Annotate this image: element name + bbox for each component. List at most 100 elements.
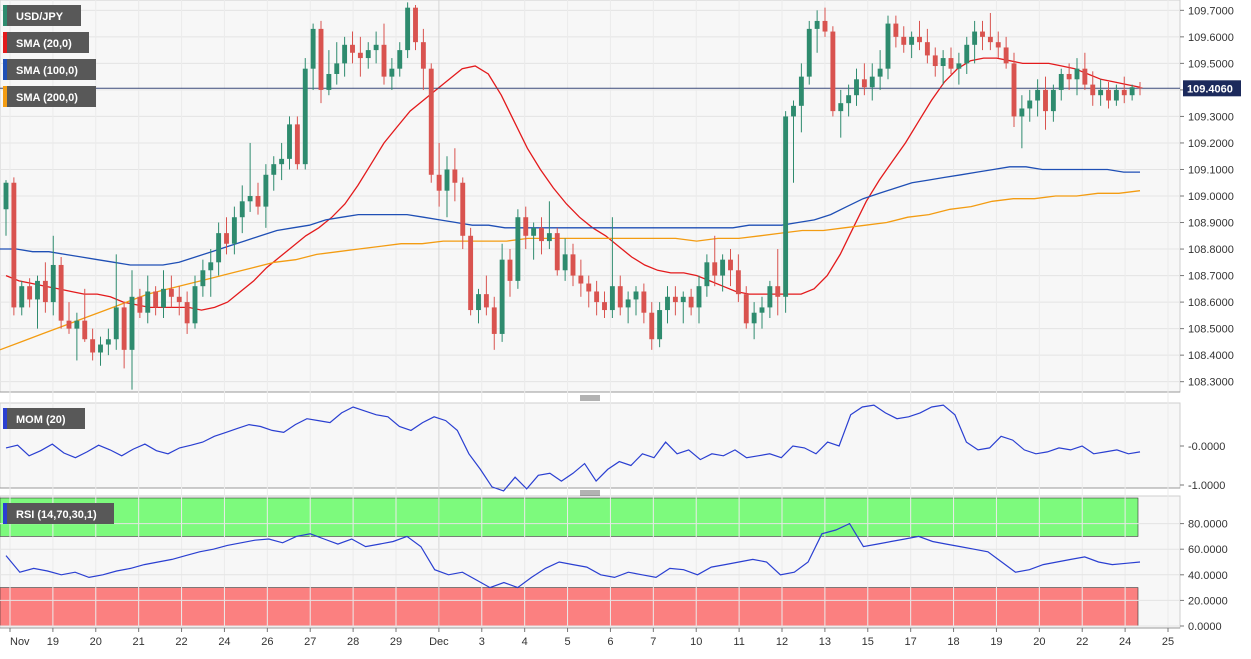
candle-body — [413, 7, 418, 43]
x-tick-label: 17 — [905, 636, 917, 648]
candle-body — [74, 320, 80, 329]
candle-body — [531, 227, 537, 236]
x-tick-label: 19 — [990, 636, 1002, 648]
candle-body — [42, 280, 48, 303]
candle — [113, 254, 119, 350]
candle-body — [161, 288, 166, 308]
x-tick-label: 15 — [862, 636, 874, 648]
candle — [42, 262, 48, 313]
candle — [271, 156, 277, 191]
price-tick-label: 108.5000 — [1188, 324, 1234, 336]
sma-100-label-text: SMA (100,0) — [16, 65, 78, 77]
candle — [1050, 84, 1056, 122]
candle — [861, 63, 867, 96]
candle — [19, 280, 25, 316]
sma-100-label-swatch — [3, 59, 7, 80]
candle — [767, 280, 773, 319]
candle — [318, 20, 324, 104]
candle-body — [373, 44, 379, 51]
candle — [531, 222, 537, 260]
panels-layer — [0, 0, 1181, 629]
candle — [350, 31, 355, 64]
rsi-tick-label: 60.0000 — [1188, 544, 1228, 556]
x-tick-label: 24 — [218, 636, 230, 648]
x-tick-label: 12 — [776, 636, 788, 648]
candle-body — [609, 286, 615, 311]
x-tick-label: 6 — [607, 636, 613, 648]
candle — [972, 20, 978, 64]
candle-body — [1035, 89, 1041, 101]
price-tick-label: 109.2000 — [1188, 138, 1234, 150]
rsi-overbought-zone — [0, 497, 1139, 537]
candle-body — [869, 76, 875, 88]
candle — [917, 20, 922, 51]
candle-body — [554, 233, 560, 271]
candle — [27, 278, 33, 308]
candle-body — [1137, 87, 1143, 89]
candle-body — [216, 233, 222, 263]
candle-body — [255, 196, 261, 207]
candle-body — [19, 286, 25, 308]
mom-label-swatch — [3, 408, 7, 429]
candle-body — [326, 73, 332, 90]
candle — [704, 254, 710, 297]
candle — [759, 296, 765, 329]
candle — [1043, 76, 1048, 130]
candle — [247, 142, 253, 212]
candle-body — [617, 286, 623, 308]
symbol-label: USD/JPY — [3, 5, 81, 26]
candle — [546, 201, 552, 250]
candle-body — [783, 116, 789, 297]
mom-label: MOM (20) — [3, 408, 85, 429]
candle — [1003, 36, 1009, 69]
candle — [82, 288, 88, 342]
candle-body — [476, 294, 481, 311]
candle — [720, 254, 726, 292]
candle — [1011, 52, 1017, 128]
candle-body — [728, 259, 733, 271]
candle-body — [184, 302, 190, 324]
candle-body — [310, 28, 316, 69]
rsi-tick-label: 0.0000 — [1188, 621, 1222, 633]
candle — [838, 89, 844, 138]
sma-20-label-text: SMA (20,0) — [16, 38, 72, 50]
candle — [901, 26, 907, 53]
candle — [302, 58, 308, 170]
candle-body — [625, 299, 631, 308]
candle-body — [972, 31, 978, 45]
candle-body — [1027, 100, 1033, 109]
candle-body — [491, 307, 497, 334]
mom-tick-label: -0.0000 — [1188, 441, 1225, 453]
candle-body — [924, 42, 930, 56]
last-price-badge: 109.4060 — [1183, 80, 1241, 97]
candle — [1113, 84, 1119, 106]
candle-body — [271, 164, 277, 175]
candle — [224, 217, 229, 255]
price-tick-label: 109.3000 — [1188, 111, 1234, 123]
candle-body — [987, 36, 993, 43]
x-tick-label: 29 — [390, 636, 402, 648]
candle-body — [176, 296, 182, 303]
candle — [1035, 79, 1041, 117]
candle — [3, 180, 9, 236]
sma-100-line — [0, 166, 1140, 266]
price-tick-label: 108.8000 — [1188, 244, 1234, 256]
candle-body — [743, 294, 749, 324]
x-tick-label: Dec — [429, 636, 449, 648]
candle-body — [153, 291, 159, 308]
candle-body — [444, 169, 450, 191]
sma-200-label-swatch — [3, 86, 7, 107]
x-tick-label: 7 — [650, 636, 656, 648]
candle-body — [1090, 84, 1096, 96]
candle — [1058, 68, 1064, 101]
candle-body — [893, 23, 899, 37]
candle — [436, 142, 442, 207]
candle — [460, 177, 466, 250]
candle-body — [208, 262, 214, 271]
candle — [499, 243, 505, 342]
candle-body — [428, 68, 434, 175]
candle — [483, 275, 489, 316]
candle-body — [294, 124, 300, 165]
candle — [326, 50, 332, 96]
